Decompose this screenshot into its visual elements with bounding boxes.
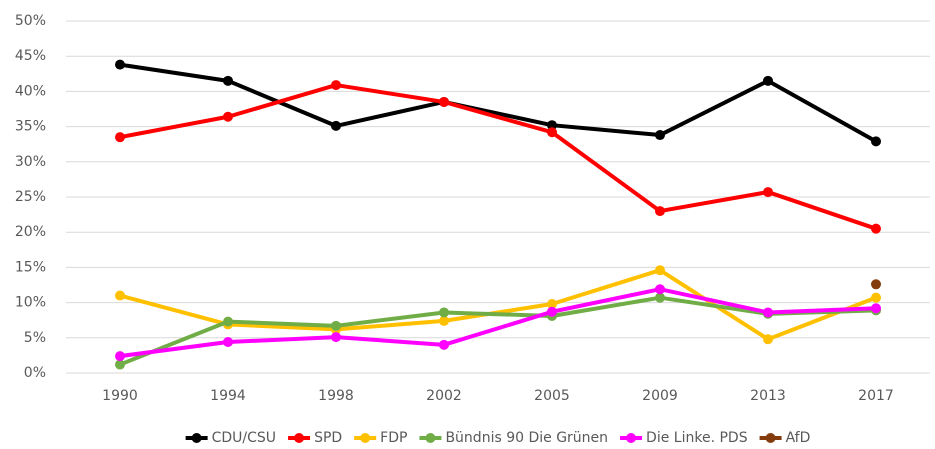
data-point xyxy=(331,320,341,331)
y-tick-label: 20% xyxy=(15,224,46,240)
data-point xyxy=(763,75,773,86)
legend-label: Die Linke. PDS xyxy=(646,430,748,446)
legend-label: SPD xyxy=(314,430,342,446)
data-point xyxy=(655,292,665,303)
y-tick-label: 5% xyxy=(24,330,46,346)
data-point xyxy=(763,334,773,345)
data-point xyxy=(547,127,557,138)
data-point xyxy=(871,279,881,290)
data-point xyxy=(655,284,665,295)
y-tick-label: 35% xyxy=(15,119,46,135)
data-point xyxy=(871,223,881,234)
legend-label: Bündnis 90 Die Grünen xyxy=(445,430,608,446)
data-point xyxy=(331,120,341,131)
data-point xyxy=(115,351,125,362)
data-point xyxy=(547,120,557,131)
x-tick-label: 2005 xyxy=(534,388,570,404)
data-point xyxy=(655,265,665,276)
y-tick-label: 0% xyxy=(24,365,46,381)
legend-item: SPD xyxy=(288,430,342,446)
legend-item: Die Linke. PDS xyxy=(620,430,748,446)
data-point xyxy=(547,299,557,310)
data-point xyxy=(115,132,125,143)
legend-marker xyxy=(191,433,202,443)
legend-label: CDU/CSU xyxy=(212,430,276,446)
data-point xyxy=(223,111,233,122)
y-tick-label: 50% xyxy=(15,13,46,29)
y-tick-label: 10% xyxy=(15,295,46,311)
data-point xyxy=(331,80,341,91)
legend-label: FDP xyxy=(380,430,407,446)
data-point xyxy=(331,332,341,343)
legend-item: AfD xyxy=(759,430,811,446)
data-point xyxy=(547,306,557,317)
data-point xyxy=(763,307,773,318)
data-point xyxy=(871,136,881,147)
x-tick-label: 2017 xyxy=(858,388,894,404)
x-tick-label: 1990 xyxy=(102,388,138,404)
legend: CDU/CSU SPD FDP Bündnis 90 Die Grünen Die Li… xyxy=(185,430,811,446)
data-point xyxy=(439,307,449,318)
data-point xyxy=(655,206,665,217)
legend-item: FDP xyxy=(354,430,407,446)
data-point xyxy=(115,290,125,301)
y-tick-label: 25% xyxy=(15,189,46,205)
x-tick-label: 2002 xyxy=(426,388,462,404)
x-tick-label: 1998 xyxy=(318,388,354,404)
series-line xyxy=(119,287,877,359)
y-tick-label: 30% xyxy=(15,154,46,170)
legend-marker xyxy=(626,433,637,443)
legend-marker xyxy=(765,433,776,443)
data-point xyxy=(115,59,125,70)
data-point xyxy=(223,316,233,327)
data-point xyxy=(871,292,881,303)
x-tick-label: 2009 xyxy=(642,388,678,404)
legend-marker xyxy=(294,433,305,443)
data-point xyxy=(115,359,125,370)
legend-marker xyxy=(425,433,436,443)
legend-label: AfD xyxy=(786,430,811,446)
y-tick-label: 40% xyxy=(15,83,46,99)
series-line xyxy=(119,295,877,367)
series-line xyxy=(119,62,877,144)
legend-marker xyxy=(360,433,371,443)
data-point xyxy=(223,337,233,348)
data-point xyxy=(655,130,665,141)
data-point xyxy=(439,339,449,350)
legend-item: Bündnis 90 Die Grünen xyxy=(419,430,608,446)
data-point xyxy=(439,96,449,107)
data-point xyxy=(871,303,881,314)
data-point xyxy=(223,75,233,86)
x-tick-label: 2013 xyxy=(750,388,786,404)
y-tick-label: 45% xyxy=(15,48,46,64)
data-point xyxy=(439,315,449,326)
data-point xyxy=(763,187,773,198)
legend-item: CDU/CSU xyxy=(185,430,276,446)
x-tick-label: 1994 xyxy=(210,388,246,404)
y-tick-label: 15% xyxy=(15,259,46,275)
series-line xyxy=(119,83,877,231)
